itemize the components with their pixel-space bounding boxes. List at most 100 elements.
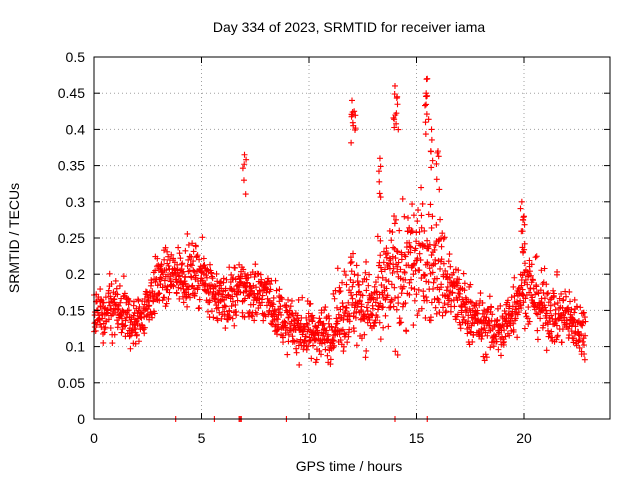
- data-point: [551, 301, 558, 308]
- data-point: [377, 300, 384, 307]
- data-point: [392, 255, 399, 262]
- data-point: [304, 321, 311, 328]
- data-point: [524, 315, 531, 322]
- data-point: [354, 272, 361, 279]
- data-point: [130, 298, 137, 305]
- data-point: [436, 309, 443, 316]
- y-tick-label: 0.45: [58, 85, 85, 101]
- data-point: [320, 320, 327, 327]
- data-point: [154, 282, 161, 289]
- data-point: [213, 270, 220, 277]
- data-point: [184, 263, 191, 270]
- data-point: [192, 290, 199, 297]
- data-point: [416, 250, 423, 257]
- data-point: [312, 323, 319, 330]
- data-point: [199, 234, 206, 241]
- data-point: [462, 304, 469, 311]
- data-point: [461, 287, 468, 294]
- data-point: [210, 314, 217, 321]
- data-point: [526, 268, 533, 275]
- data-point: [573, 342, 580, 349]
- data-point: [133, 331, 140, 338]
- data-point: [393, 248, 400, 255]
- data-point: [112, 277, 119, 284]
- data-point: [465, 318, 472, 325]
- data-point: [436, 299, 443, 306]
- data-point: [383, 276, 390, 283]
- data-point: [352, 314, 359, 321]
- data-point: [428, 252, 435, 259]
- data-point: [414, 255, 421, 262]
- data-point: [432, 242, 439, 249]
- data-point: [533, 253, 540, 260]
- peak-point: [377, 194, 384, 201]
- data-point: [397, 266, 404, 273]
- data-point: [578, 331, 585, 338]
- data-point: [234, 297, 241, 304]
- data-point: [425, 211, 432, 218]
- data-point: [482, 329, 489, 336]
- data-point: [114, 306, 121, 313]
- data-point: [513, 298, 520, 305]
- data-point: [395, 300, 402, 307]
- data-point: [361, 331, 368, 338]
- data-point: [176, 250, 183, 257]
- peak-point: [351, 108, 358, 115]
- data-point: [563, 293, 570, 300]
- data-point: [202, 287, 209, 294]
- data-point: [369, 305, 376, 312]
- data-point: [526, 318, 533, 325]
- data-point: [182, 289, 189, 296]
- data-point: [223, 276, 230, 283]
- data-point: [372, 317, 379, 324]
- data-point: [344, 339, 351, 346]
- peak-point: [393, 110, 400, 117]
- data-point: [146, 302, 153, 309]
- data-point: [161, 294, 168, 301]
- data-point: [339, 303, 346, 310]
- data-point: [391, 284, 398, 291]
- data-point: [447, 308, 454, 315]
- data-point: [117, 299, 124, 306]
- data-point: [383, 285, 390, 292]
- data-point: [272, 277, 279, 284]
- data-point: [385, 323, 392, 330]
- data-point: [456, 290, 463, 297]
- data-point: [433, 221, 440, 228]
- data-point: [248, 287, 255, 294]
- data-point: [543, 310, 550, 317]
- data-point: [481, 357, 488, 364]
- data-point: [278, 311, 285, 318]
- data-point: [328, 323, 335, 330]
- data-point: [406, 279, 413, 286]
- data-point: [229, 293, 236, 300]
- data-point: [176, 295, 183, 302]
- data-point: [316, 315, 323, 322]
- data-point: [271, 307, 278, 314]
- peak-point: [349, 97, 355, 104]
- data-point: [326, 315, 333, 322]
- data-point: [279, 296, 286, 303]
- data-point: [543, 347, 550, 354]
- data-point: [204, 308, 211, 315]
- data-point: [460, 270, 467, 277]
- data-point: [348, 268, 355, 275]
- axis-ticks: 0 0.05 0.1 0.15 0.2 0.25 0.3 0.35 0.4 0.45 0.5 0 5 10…: [58, 49, 610, 446]
- data-point: [465, 312, 472, 319]
- data-point: [467, 281, 474, 288]
- data-point: [467, 298, 474, 305]
- data-point: [548, 312, 555, 319]
- data-point: [484, 332, 491, 339]
- data-point: [296, 361, 303, 368]
- peak-point: [393, 120, 400, 127]
- data-point: [444, 271, 451, 278]
- data-point: [267, 281, 274, 288]
- data-point: [120, 323, 127, 330]
- data-point: [232, 276, 239, 283]
- peak-point: [428, 136, 435, 143]
- peak-point: [425, 116, 432, 123]
- peak-point: [433, 176, 440, 183]
- data-point: [196, 256, 203, 263]
- data-point: [412, 245, 419, 252]
- data-point: [376, 319, 383, 326]
